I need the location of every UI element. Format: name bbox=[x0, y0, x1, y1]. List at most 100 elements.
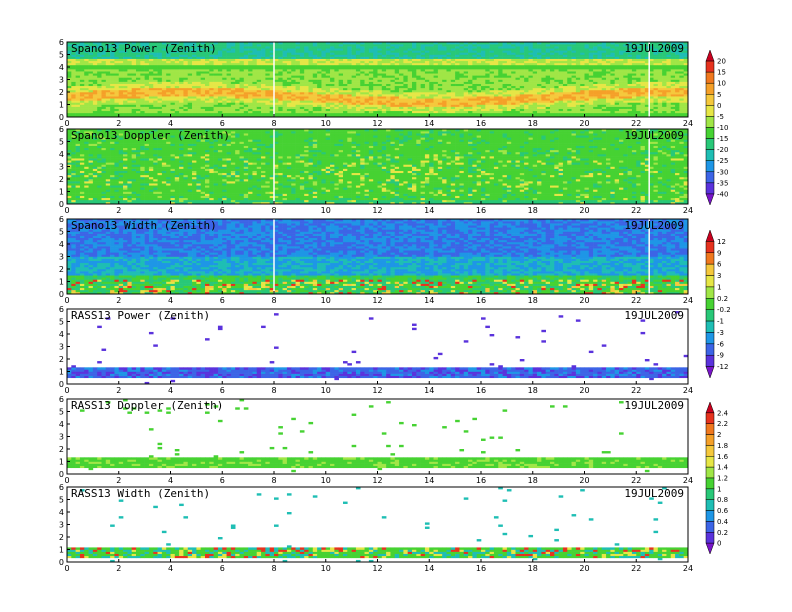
heatmap-cell bbox=[131, 64, 137, 68]
heatmap-cell bbox=[252, 46, 258, 49]
heatmap-cell bbox=[239, 42, 245, 45]
heatmap-cell bbox=[170, 75, 176, 78]
heatmap-cell bbox=[92, 104, 98, 107]
heatmap-cell bbox=[390, 42, 396, 45]
heatmap-cell bbox=[394, 114, 400, 118]
heatmap-cell bbox=[442, 96, 447, 99]
heatmap-cell bbox=[468, 69, 473, 72]
heatmap-cell bbox=[252, 85, 258, 89]
heatmap-cell bbox=[558, 75, 564, 78]
heatmap-cell bbox=[493, 89, 499, 93]
heatmap-cell bbox=[179, 42, 184, 45]
heatmap-cell bbox=[256, 87, 262, 91]
heatmap-cell bbox=[114, 102, 120, 105]
heatmap-cell bbox=[123, 48, 128, 51]
heatmap-cell bbox=[235, 71, 240, 74]
heatmap-cell bbox=[71, 110, 76, 114]
heatmap-cell bbox=[84, 100, 89, 103]
heatmap-cell bbox=[144, 85, 150, 89]
heatmap-cell bbox=[619, 112, 624, 116]
heatmap-cell bbox=[67, 75, 72, 78]
heatmap-cell bbox=[235, 67, 240, 70]
heatmap-cell bbox=[545, 108, 551, 112]
heatmap-cell bbox=[278, 56, 283, 59]
heatmap-cell bbox=[468, 75, 473, 78]
heatmap-cell bbox=[593, 108, 598, 112]
heatmap-cell bbox=[649, 89, 654, 93]
heatmap-cell bbox=[157, 87, 163, 91]
heatmap-cell bbox=[481, 54, 486, 57]
heatmap-cell bbox=[105, 96, 111, 99]
heatmap-cell bbox=[213, 56, 219, 59]
heatmap-cell bbox=[403, 96, 408, 99]
heatmap-cell bbox=[200, 62, 206, 66]
heatmap-cell bbox=[67, 77, 72, 80]
heatmap-cell bbox=[662, 79, 667, 82]
heatmap-cell bbox=[511, 52, 516, 55]
heatmap-cell bbox=[97, 64, 102, 68]
heatmap-cell bbox=[597, 98, 603, 101]
heatmap-cell bbox=[157, 100, 163, 103]
heatmap-cell bbox=[230, 48, 236, 51]
heatmap-cell bbox=[291, 79, 296, 82]
heatmap-cell bbox=[144, 67, 150, 70]
heatmap-cell bbox=[644, 87, 650, 91]
heatmap-cell bbox=[360, 102, 365, 105]
heatmap-cell bbox=[390, 79, 396, 82]
heatmap-cell bbox=[187, 89, 193, 93]
heatmap-cell bbox=[476, 42, 482, 45]
heatmap-cell bbox=[459, 46, 465, 49]
heatmap-cell bbox=[446, 60, 452, 64]
heatmap-cell bbox=[71, 71, 76, 74]
heatmap-cell bbox=[506, 83, 512, 87]
heatmap-cell bbox=[84, 79, 89, 82]
heatmap-cell bbox=[79, 94, 85, 97]
heatmap-cell bbox=[476, 60, 482, 64]
heatmap-cell bbox=[558, 52, 564, 55]
heatmap-cell bbox=[412, 110, 417, 114]
heatmap-cell bbox=[144, 94, 150, 97]
heatmap-cell bbox=[179, 67, 184, 70]
heatmap-cell bbox=[420, 56, 426, 59]
heatmap-cell bbox=[412, 98, 417, 101]
heatmap-cell bbox=[205, 106, 210, 109]
heatmap-cell bbox=[528, 92, 534, 95]
heatmap-cell bbox=[351, 75, 357, 78]
heatmap-cell bbox=[476, 94, 482, 97]
heatmap-cell bbox=[196, 112, 201, 116]
heatmap-cell bbox=[381, 56, 387, 59]
heatmap-cell bbox=[330, 106, 335, 109]
heatmap-cell bbox=[532, 79, 538, 82]
heatmap-cell bbox=[88, 67, 94, 70]
heatmap-cell bbox=[71, 96, 76, 99]
heatmap-cell bbox=[489, 52, 495, 55]
heatmap-cell bbox=[567, 67, 572, 70]
heatmap-cell bbox=[377, 44, 383, 47]
heatmap-cell bbox=[412, 83, 417, 87]
heatmap-cell bbox=[373, 71, 378, 74]
heatmap-cell bbox=[75, 112, 81, 116]
heatmap-cell bbox=[105, 114, 111, 118]
heatmap-cell bbox=[407, 44, 413, 47]
heatmap-cell bbox=[256, 62, 262, 66]
heatmap-cell bbox=[498, 112, 503, 116]
heatmap-cell bbox=[368, 96, 374, 99]
heatmap-cell bbox=[347, 52, 352, 55]
heatmap-cell bbox=[416, 110, 421, 114]
heatmap-cell bbox=[619, 44, 624, 47]
heatmap-cell bbox=[381, 62, 387, 66]
heatmap-cell bbox=[282, 85, 288, 89]
heatmap-cell bbox=[299, 94, 305, 97]
heatmap-cell bbox=[205, 108, 210, 112]
heatmap-cell bbox=[291, 114, 296, 118]
heatmap-cell bbox=[619, 67, 624, 70]
heatmap-cell bbox=[148, 79, 154, 82]
heatmap-cell bbox=[183, 102, 189, 105]
heatmap-cell bbox=[209, 62, 214, 66]
heatmap-cell bbox=[209, 60, 214, 64]
heatmap-cell bbox=[312, 71, 318, 74]
heatmap-cell bbox=[442, 67, 447, 70]
heatmap-cell bbox=[601, 85, 607, 89]
heatmap-cell bbox=[614, 102, 620, 105]
heatmap-cell bbox=[239, 67, 245, 70]
